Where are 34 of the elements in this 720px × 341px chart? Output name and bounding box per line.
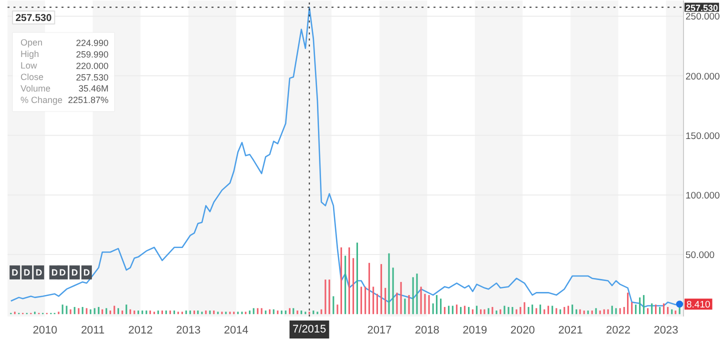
annotation: D xyxy=(12,267,19,278)
x-tick-label: 2017 xyxy=(367,324,392,336)
annotation: D xyxy=(36,267,43,278)
y-tick-label: 150.000 xyxy=(686,130,720,142)
x-tick-label: 2013 xyxy=(176,324,201,336)
x-tick-label: 2022 xyxy=(606,324,630,336)
x-tick-label: 2010 xyxy=(32,324,58,336)
x-tick-label: 2019 xyxy=(462,324,488,336)
y-tick-label: 50.000 xyxy=(686,250,715,262)
x-tick-label: 2021 xyxy=(558,324,583,336)
x-tick-label: 2011 xyxy=(80,324,105,336)
annotation: % Change 2251.87% xyxy=(20,95,109,105)
text: High 259.990 xyxy=(20,49,109,60)
x-tick-label: 2014 xyxy=(224,324,248,336)
annotation: D xyxy=(59,267,66,278)
text: Open 224.990 xyxy=(20,38,109,48)
annotation: 257.530 xyxy=(16,13,52,24)
y-tick-label: 100.000 xyxy=(686,190,720,202)
x-tick-label: 2018 xyxy=(414,324,440,336)
annotation: D xyxy=(71,267,78,278)
ref-line-label: 257.530 xyxy=(686,2,718,13)
annotation: 8.410 xyxy=(686,300,710,311)
y-tick-label: 250.000 xyxy=(686,12,720,23)
x-tick-label: 2020 xyxy=(510,324,535,336)
text: Volume 35.46M xyxy=(20,84,109,94)
text: Low 220.000 xyxy=(20,60,109,71)
x-tick-label: 2023 xyxy=(654,324,678,336)
x-tick-label: 2012 xyxy=(128,324,153,336)
text: Close 257.530 xyxy=(20,72,109,82)
ref-line-label: 7/2015 xyxy=(292,324,326,336)
annotation: D xyxy=(51,267,58,278)
annotation: D xyxy=(83,267,90,278)
annotation: D xyxy=(24,267,31,278)
y-tick-label: 200.000 xyxy=(686,71,720,82)
